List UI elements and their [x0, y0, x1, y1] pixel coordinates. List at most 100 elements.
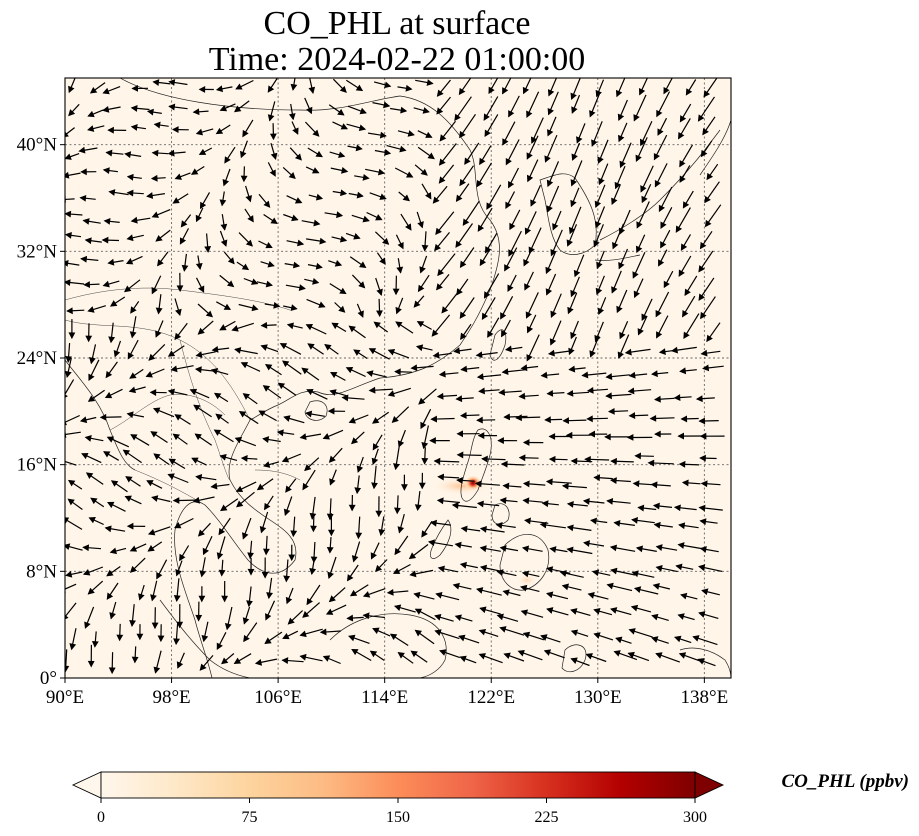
- wind-arrow: [172, 193, 189, 204]
- wind-arrow: [437, 473, 460, 481]
- wind-arrow: [678, 255, 692, 277]
- wind-arrow: [548, 433, 570, 440]
- wind-arrow: [157, 251, 169, 267]
- wind-arrow: [372, 101, 391, 109]
- wind-arrow: [479, 145, 492, 166]
- wind-arrow: [265, 600, 276, 621]
- wind-arrow: [322, 655, 341, 665]
- wind-arrow: [488, 78, 499, 95]
- wind-arrow: [307, 343, 324, 355]
- wind-arrow: [198, 586, 206, 603]
- wind-arrow: [521, 570, 540, 578]
- wind-arrow: [276, 429, 295, 437]
- wind-arrow: [624, 348, 651, 356]
- wind-arrow: [328, 447, 343, 463]
- wind-arrow: [420, 408, 432, 430]
- wind-arrow: [289, 147, 302, 161]
- wind-arrow: [372, 627, 391, 637]
- wind-arrow: [636, 201, 650, 229]
- wind-arrow: [699, 432, 725, 440]
- wind-arrow: [269, 123, 277, 141]
- wind-arrow: [107, 126, 127, 134]
- wind-arrow: [327, 556, 337, 580]
- wind-arrow: [198, 85, 214, 93]
- wind-arrow: [566, 501, 588, 508]
- wind-arrow: [242, 393, 258, 405]
- wind-arrow: [286, 195, 303, 204]
- wind-arrow: [89, 82, 106, 94]
- wind-arrow: [240, 362, 261, 372]
- wind-arrow: [189, 388, 210, 399]
- wind-arrow: [658, 186, 673, 213]
- wind-arrow: [438, 143, 457, 166]
- wind-arrow: [378, 516, 386, 537]
- wind-arrow: [328, 104, 345, 116]
- wind-arrow: [301, 219, 321, 227]
- wind-arrow: [195, 277, 205, 293]
- wind-arrow: [151, 495, 171, 503]
- wind-arrow: [637, 504, 657, 512]
- wind-arrow: [547, 78, 558, 97]
- wind-arrow: [421, 447, 429, 465]
- wind-arrow: [302, 469, 316, 491]
- wind-arrow: [464, 142, 480, 165]
- wind-arrow: [88, 359, 100, 381]
- wind-arrow: [414, 608, 436, 621]
- wind-arrow: [394, 368, 412, 376]
- wind-arrow: [264, 495, 274, 511]
- wind-arrow: [102, 167, 118, 174]
- wind-arrow: [543, 649, 565, 659]
- wind-arrow: [584, 455, 610, 463]
- wind-arrow: [191, 457, 207, 466]
- wind-arrow: [421, 231, 429, 252]
- wind-arrow: [211, 346, 230, 353]
- wind-arrow: [570, 320, 579, 340]
- wind-arrow: [655, 652, 681, 663]
- wind-arrow: [82, 566, 104, 576]
- wind-arrow: [546, 607, 569, 616]
- wind-arrow: [81, 452, 102, 464]
- wind-arrow: [678, 522, 699, 530]
- wind-arrow: [546, 185, 560, 213]
- wind-arrow: [351, 541, 361, 563]
- wind-arrow: [167, 473, 189, 484]
- wind-arrow: [700, 140, 713, 158]
- wind-arrow: [299, 653, 323, 662]
- wind-arrow: [102, 86, 121, 95]
- wind-arrow: [348, 494, 356, 512]
- wind-arrow: [386, 145, 407, 153]
- wind-arrow: [176, 604, 184, 629]
- wind-arrow: [215, 85, 233, 93]
- wind-arrow: [87, 580, 104, 595]
- wind-arrow: [541, 500, 559, 508]
- wind-arrow: [347, 144, 363, 152]
- wind-arrow: [386, 588, 409, 596]
- wind-arrow: [454, 614, 473, 622]
- wind-arrow: [498, 388, 522, 396]
- wind-arrow: [282, 630, 299, 640]
- wind-arrow: [677, 432, 704, 440]
- wind-arrow: [218, 517, 231, 536]
- wind-arrow: [502, 482, 522, 490]
- wind-arrow: [234, 100, 250, 113]
- wind-arrow: [476, 373, 502, 381]
- wind-arrow: [258, 240, 273, 249]
- x-tick-label: 138°E: [681, 687, 729, 708]
- wind-arrow: [152, 79, 171, 86]
- wind-arrow: [618, 122, 628, 143]
- wind-arrow: [130, 301, 140, 314]
- wind-arrow: [87, 109, 104, 118]
- wind-arrow: [152, 407, 175, 418]
- wind-arrow: [157, 624, 165, 643]
- wind-arrow: [507, 274, 517, 292]
- wind-arrow: [582, 498, 605, 505]
- colorbar-tick-label: 300: [683, 809, 707, 826]
- wind-arrow: [68, 103, 80, 117]
- wind-arrow: [105, 361, 118, 379]
- colorbar-ticks: 0 75 150 225 300: [97, 798, 707, 826]
- wind-arrow: [373, 81, 392, 89]
- wind-arrow: [103, 218, 120, 225]
- wind-arrow: [126, 189, 144, 197]
- wind-arrow: [216, 301, 232, 310]
- wind-arrow: [610, 477, 631, 484]
